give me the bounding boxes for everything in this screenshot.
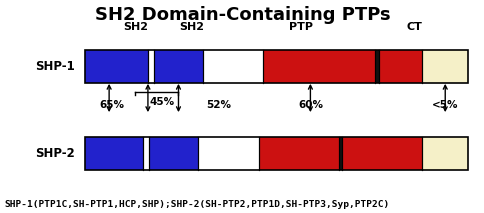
Bar [374,50,378,83]
Bar [85,50,467,83]
Text: SH2: SH2 [123,22,148,32]
Bar [338,137,342,170]
Bar [422,50,467,83]
Bar [258,137,338,170]
Bar [263,50,374,83]
Bar [85,137,143,170]
Text: CT: CT [406,22,422,32]
Text: SH2 Domain-Containing PTPs: SH2 Domain-Containing PTPs [94,6,390,24]
Bar [422,137,467,170]
Bar [342,137,422,170]
Bar [378,50,422,83]
Text: 65%: 65% [99,101,124,110]
Bar [149,137,197,170]
Text: 45%: 45% [150,97,175,107]
Text: <5%: <5% [431,101,457,110]
Text: 52%: 52% [206,101,231,110]
Text: 60%: 60% [297,101,322,110]
Bar [85,137,467,170]
Bar [197,137,258,170]
Text: PTP: PTP [288,22,312,32]
Bar [143,137,149,170]
Bar [85,137,467,170]
Bar [148,50,154,83]
Bar [202,50,263,83]
Text: SH2: SH2 [179,22,204,32]
Bar [154,50,202,83]
Text: SHP-1: SHP-1 [35,59,75,73]
Bar [85,50,467,83]
Bar [85,50,148,83]
Text: SHP-1(PTP1C,SH-PTP1,HCP,SHP);SHP-2(SH-PTP2,PTP1D,SH-PTP3,Syp,PTP2C): SHP-1(PTP1C,SH-PTP1,HCP,SHP);SHP-2(SH-PT… [5,200,389,209]
Text: SHP-2: SHP-2 [35,147,75,160]
